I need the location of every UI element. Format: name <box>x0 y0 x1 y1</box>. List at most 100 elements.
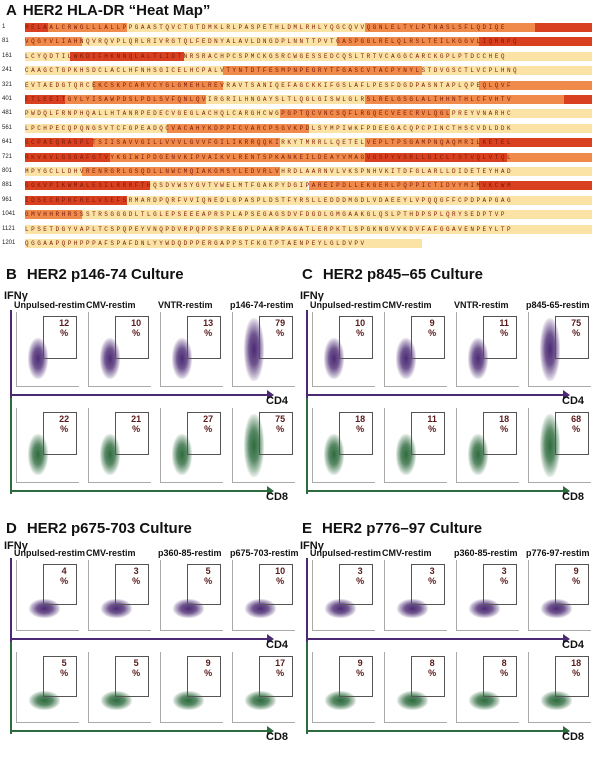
heat-map-row: 721 RKVKVLGSGAFGTVYKGIWIPDGENVKIPVAIKVLRE… <box>0 151 600 164</box>
percentage-sign: % <box>276 424 285 434</box>
condition-label: VNTR-restim <box>158 300 213 310</box>
panel-letter: C <box>302 266 313 283</box>
cd4-label: CD4 <box>266 395 289 407</box>
percentage-sign: % <box>204 328 213 338</box>
heat-map-row-number: 561 <box>2 124 13 131</box>
dot-cloud <box>541 690 573 711</box>
percentage-value: 4 <box>61 566 67 576</box>
heat-map-row-number: 881 <box>2 182 13 189</box>
cd4-axis-arrow <box>306 634 570 644</box>
percentage-value: 18 <box>499 414 510 424</box>
heat-map-segment <box>478 37 592 47</box>
heat-map-segment <box>81 210 592 220</box>
gate-percentage: 11% <box>494 318 514 338</box>
percentage-value: 8 <box>501 658 507 668</box>
heat-map-segment <box>535 23 592 32</box>
dot-cloud <box>324 337 344 379</box>
cd4-label: CD4 <box>266 639 289 651</box>
flow-plot: 11% <box>384 408 447 483</box>
dot-cloud <box>397 598 429 619</box>
heat-map-segment <box>365 152 507 162</box>
flow-plot: 9% <box>160 652 223 723</box>
dot-cloud <box>468 433 488 475</box>
percentage-sign: % <box>572 576 581 586</box>
heat-map-segment <box>280 138 366 148</box>
dot-cloud <box>101 598 133 619</box>
cd4-label: CD4 <box>562 395 585 407</box>
heat-map-row: 881 GGKVPIKWMALESILRRRFTHQSDVWSYGVTVWELMT… <box>0 179 600 192</box>
heat-map-segment <box>280 109 451 119</box>
y-axis-line <box>306 310 308 494</box>
flow-plot: 4% <box>16 560 79 631</box>
gate-box <box>339 412 374 455</box>
heat-map-segment <box>149 181 309 191</box>
heat-map-segment <box>421 66 592 76</box>
heat-map-segment <box>206 95 366 104</box>
percentage-value: 11 <box>427 414 437 424</box>
panel-title-text: HER2 p845–65 Culture <box>322 266 483 283</box>
heat-map-segment <box>365 95 564 104</box>
heat-map-segment <box>478 181 592 191</box>
cd4-axis-arrow <box>306 390 570 400</box>
heat-map-segment <box>25 138 94 148</box>
heat-map-bar: ETLEEITGYLYISAWPDSLPDLSVFQNLQVIRGRILHNGA… <box>25 95 592 104</box>
percentage-sign: % <box>276 328 285 338</box>
cd4-axis-arrow <box>10 390 274 400</box>
percentage-value: 9 <box>573 566 579 576</box>
gate-percentage: 22% <box>54 414 74 434</box>
heat-map-row-number: 1041 <box>2 211 16 218</box>
heat-map-segment <box>25 80 94 90</box>
gate-box <box>411 412 446 455</box>
percentage-sign: % <box>60 576 69 586</box>
heat-map-segment <box>64 95 207 104</box>
gate-box <box>43 316 78 359</box>
gate-box <box>411 316 446 359</box>
heat-map-row: 561 LPCHPECQPQNGSVTCFGPEADQCVACAHYKDPPFCV… <box>0 122 600 135</box>
percentage-value: 5 <box>205 566 211 576</box>
condition-label: p360-85-restim <box>454 548 518 558</box>
flow-plot: 10% <box>312 312 375 387</box>
heat-map-segment <box>25 66 224 76</box>
heat-map-segment <box>365 138 479 148</box>
panel-a-title-text: HER2 HLA-DR “Heat Map” <box>22 2 211 19</box>
percentage-sign: % <box>204 424 213 434</box>
gate-percentage: 18% <box>566 658 586 678</box>
heat-map-row: 81 VQGYVLIAHNQVRQVPLQRLRIVRGTQLFEDNYALAVL… <box>0 35 600 48</box>
gate-percentage: 75% <box>270 414 290 434</box>
flow-plot: 13% <box>160 312 223 387</box>
flow-plot: 21% <box>88 408 151 483</box>
dot-cloud <box>100 337 120 379</box>
heat-map-bar: QGGAAPQPHPPPAFSPAFDNLYYWDQDPPERGAPPSTFKG… <box>25 239 592 248</box>
flow-plot: 27% <box>160 408 223 483</box>
heat-map-row-number: 961 <box>2 196 13 203</box>
cd8-label: CD8 <box>266 731 289 743</box>
heat-map-row: 1 MELAALCRWGLLLALLPPGAASTQVCTGTDMKLRLPASP… <box>0 21 600 34</box>
percentage-value: 3 <box>357 566 363 576</box>
percentage-value: 18 <box>571 658 582 668</box>
heat-map-row: 801 MPYGCLLDHVRENRGRLGSQDLLNWCMQIAKGMSYLE… <box>0 165 600 178</box>
percentage-sign: % <box>500 328 509 338</box>
percentage-value: 9 <box>357 658 363 668</box>
heat-map-segment <box>25 239 422 248</box>
dot-cloud <box>396 433 416 475</box>
panel-letter: E <box>302 520 313 537</box>
percentage-sign: % <box>60 424 69 434</box>
percentage-value: 27 <box>203 414 214 424</box>
panel-title-text: HER2 p146-74 Culture <box>26 266 184 283</box>
heat-map-bar: PWDQLFRNPHQALLHTANRPEDECVGEGLACHQLCARGHC… <box>25 109 592 119</box>
dot-cloud <box>28 433 48 475</box>
heat-map-segment <box>166 123 309 133</box>
gate-box <box>115 412 150 455</box>
heat-map-segment <box>365 23 536 32</box>
dot-cloud <box>325 690 357 711</box>
y-axis-line-top <box>10 310 12 398</box>
dot-cloud <box>468 337 488 379</box>
condition-label: CMV-restim <box>86 548 136 558</box>
percentage-value: 10 <box>131 318 142 328</box>
heat-map-row-number: 721 <box>2 153 13 160</box>
condition-label: Unpulsed-restim <box>14 548 86 558</box>
heat-map-segment <box>25 210 82 220</box>
heat-map-segment <box>25 109 281 119</box>
heat-map-sequence: MPYGCLLDHVRENRGRLGSQDLLNWCMQIAKGMSYLEDVR… <box>25 168 514 175</box>
flow-plot: 75% <box>232 408 295 483</box>
